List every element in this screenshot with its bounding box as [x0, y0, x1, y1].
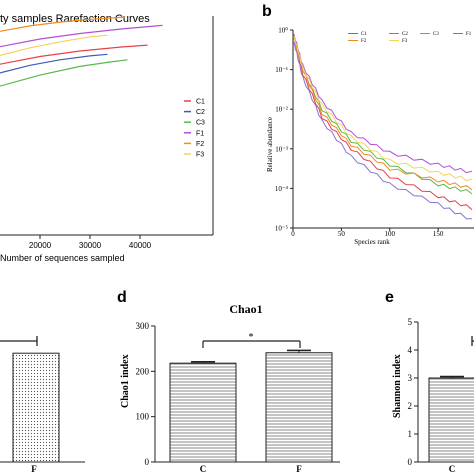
- panel-a-series: [0, 16, 163, 87]
- panel-b-x-ticks: 0 50 100 150: [291, 228, 444, 238]
- panel-e-y-tick-label: 2: [408, 401, 413, 411]
- panel-b-x-tick-label: 100: [385, 230, 396, 238]
- panel-e: e 0 1 2 3 4 5 Shannon index C: [385, 289, 474, 474]
- panel-c-bars: [12, 352, 60, 463]
- panel-a-series-c3: [0, 59, 128, 87]
- panel-a-legend-label-f2: F2: [196, 141, 204, 148]
- panel-b-legend-label-c1: C1: [361, 32, 367, 37]
- panel-b-series-f1: [293, 33, 473, 174]
- panel-b-legend-label-f1: F1: [466, 32, 472, 37]
- panel-a-series-f2: [0, 16, 126, 32]
- panel-c: F: [0, 336, 85, 474]
- panel-e-y-tick-label: 3: [408, 373, 413, 383]
- panel-b-series: [293, 33, 473, 220]
- panel-b-y-label: Relative abundance: [266, 117, 274, 172]
- panel-b-x-tick-label: 150: [433, 230, 444, 238]
- panel-a-x-ticks: 20000 30000 40000: [29, 235, 152, 250]
- panel-a-series-c2: [0, 53, 108, 74]
- panel-b-x-tick-label: 0: [291, 230, 295, 238]
- panel-e-y-tick-label: 5: [408, 317, 413, 327]
- panel-d-y-ticks: 0 100 200 300: [136, 321, 155, 467]
- panel-c-x-tick-F: F: [31, 464, 37, 474]
- panel-d-bar-f: [265, 352, 333, 463]
- panel-a-legend-label-c1: C1: [196, 99, 205, 106]
- panel-d-y-tick-label: 200: [136, 366, 150, 376]
- panel-b-x-label: Species rank: [354, 238, 390, 246]
- panel-d-x-tick-f: F: [296, 464, 302, 474]
- panel-a-series-f3: [0, 34, 108, 56]
- panel-e-y-label: Shannon index: [392, 354, 403, 418]
- panel-a-x-tick-label: 30000: [79, 241, 102, 250]
- panel-a-x-label: Number of sequences sampled: [0, 253, 125, 263]
- panel-b-y-ticks: 10⁰ 10⁻¹ 10⁻² 10⁻³ 10⁻⁴ 10⁻⁵: [275, 27, 293, 233]
- panel-c-bar-f: [12, 352, 60, 463]
- panel-e-y-ticks: 0 1 2 3 4 5: [408, 317, 418, 467]
- panel-b-label: b: [262, 3, 272, 20]
- panel-b: b 10⁰ 10⁻¹ 10⁻² 10⁻³ 10⁻⁴ 10⁻⁵ 0 50 100 150 Rela…: [262, 3, 474, 246]
- panel-b-series-c2: [293, 41, 473, 220]
- panel-a-title: ty samples Rarefaction Curves: [0, 13, 150, 25]
- panel-e-x-tick-c: C: [449, 464, 456, 474]
- panel-d-title: Chao1: [229, 302, 262, 316]
- panel-a-legend-label-c2: C2: [196, 109, 205, 116]
- panel-b-series-f3: [293, 35, 473, 182]
- panel-b-legend-label-c3: C3: [433, 32, 439, 37]
- panel-a-legend-label-c3: C3: [196, 120, 205, 127]
- panel-a-series-c1: [0, 44, 148, 65]
- panel-a-series-f1: [0, 24, 163, 48]
- panel-d-significance-star: *: [249, 332, 254, 343]
- panel-d-significance-bracket: [202, 340, 301, 348]
- panel-b-x-tick-label: 50: [338, 230, 346, 238]
- panel-e-y-tick-label: 0: [408, 457, 413, 467]
- panel-a-legend-label-f1: F1: [196, 130, 204, 137]
- panel-a: ty samples Rarefaction Curves 20000 30000…: [0, 13, 214, 263]
- panel-d-x-tick-c: C: [200, 464, 207, 474]
- panel-a-x-tick-label: 20000: [29, 241, 52, 250]
- panel-b-legend-label-f2: F2: [361, 39, 367, 44]
- panel-b-y-tick-label: 10⁻⁴: [275, 185, 289, 193]
- panel-b-legend-label-f3: F3: [402, 39, 408, 44]
- panel-b-axes: [292, 30, 474, 229]
- panel-b-y-tick-label: 10⁻²: [275, 106, 288, 114]
- panel-d-y-tick-label: 0: [145, 457, 150, 467]
- panel-a-legend: C1 C2 C3 F1 F2 F3: [184, 99, 205, 159]
- panel-b-series-f2: [293, 37, 473, 191]
- panel-d-y-label: Chao1 index: [120, 354, 131, 408]
- panel-a-frame: [0, 16, 214, 236]
- panel-e-bars: C: [428, 375, 474, 474]
- panel-b-y-tick-label: 10⁰: [278, 27, 288, 35]
- panel-d-y-tick-label: 100: [136, 412, 150, 422]
- panel-a-x-tick-label: 40000: [129, 241, 152, 250]
- panel-b-series-c1: [293, 37, 473, 211]
- panel-e-y-tick-label: 1: [408, 429, 413, 439]
- panel-a-legend-label-f3: F3: [196, 152, 204, 159]
- panel-e-label: e: [385, 289, 394, 306]
- panel-b-y-tick-label: 10⁻⁵: [275, 225, 289, 233]
- panel-b-legend-label-c2: C2: [402, 32, 408, 37]
- panel-d-bar-c: [169, 362, 237, 463]
- panel-e-bar-c: [428, 377, 474, 463]
- panel-b-y-tick-label: 10⁻³: [275, 145, 288, 153]
- panel-d-label: d: [117, 289, 127, 306]
- panel-e-y-tick-label: 4: [408, 345, 413, 355]
- panel-d-y-tick-label: 300: [136, 321, 150, 331]
- panel-b-y-tick-label: 10⁻¹: [275, 66, 288, 74]
- panel-b-legend: C1 C2 C3 F1 F2 F3: [348, 32, 472, 44]
